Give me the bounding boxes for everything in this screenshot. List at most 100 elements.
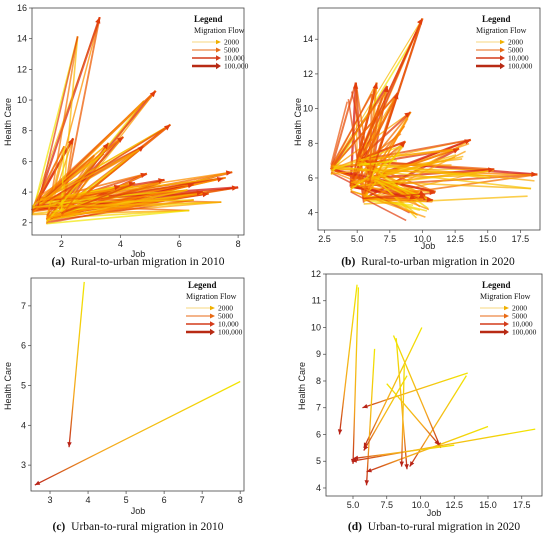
x-tick-label: 17.5 [513,500,531,510]
flow-line [31,154,95,215]
legend-arrow-head [216,55,221,61]
panel-b-ylabel: Health Care [293,98,303,146]
legend-arrow-head [500,55,505,61]
panel-a-yticks: 2 4 6 8 10 12 14 16 [17,3,32,228]
flow-arrowhead [164,124,171,131]
legend-arrow-head [216,47,221,53]
legend-subtitle: Migration Flow [194,26,245,35]
panel-c-plot [34,281,241,486]
legend-arrow-head [504,313,509,319]
x-tick-label: 15.0 [479,234,497,244]
flow-arrowhead [34,480,41,486]
y-tick-label: 4 [21,420,26,430]
flow-arrowhead [353,455,359,461]
y-tick-label: 11 [312,296,321,306]
flow-arrowhead [426,196,433,203]
flow-line [350,189,426,218]
x-tick-label: 6 [162,495,167,505]
flow-line [363,198,424,201]
flow-line [60,148,141,215]
x-tick-label: 2.5 [318,234,331,244]
legend-item-label: 10,000 [224,54,245,63]
panel-d-frame [325,273,543,497]
flow-arrowhead [158,178,165,184]
legend-arrow-head [210,328,215,336]
flow-line [350,191,407,222]
panel-c-xticks: 3 4 5 6 7 8 [48,491,243,505]
y-tick-label: 6 [22,156,27,166]
y-tick-label: 14 [17,34,27,44]
y-tick-label: 14 [303,34,313,44]
flow-line [61,182,161,214]
legend-arrow-head [210,321,215,327]
y-tick-label: 8 [308,138,313,148]
panel-c-frame [30,277,245,492]
flow-arrowhead [372,82,378,90]
legend-item-label: 5000 [512,312,527,321]
legend-item-label: 100,000 [512,328,537,337]
legend-arrow-head [500,62,505,70]
x-tick-label: 10.0 [414,234,432,244]
legend-subtitle: Migration Flow [480,292,531,301]
flow-arrowhead [409,194,416,200]
y-tick-label: 5 [21,380,26,390]
caption-d: (d) Urban-to-rural migration in 2020 [348,521,521,533]
flow-line [370,180,532,190]
flow-arrowhead [363,445,369,451]
flow-line [362,372,468,409]
y-tick-label: 7 [316,403,321,413]
legend-arrow-head [504,321,509,327]
flow-arrowhead [337,429,343,435]
y-tick-label: 6 [308,173,313,183]
flow-arrowhead [140,172,147,179]
x-tick-label: 2 [59,239,64,249]
flow-line [357,148,459,162]
caption-b-label: (b) [341,256,355,268]
legend-arrow-head [504,305,509,311]
flow-line [369,94,373,181]
flow-arrowhead [417,18,423,25]
flow-line [330,18,423,170]
panel-b-yticks: 4 6 8 10 12 14 [303,34,318,218]
flow-arrowhead [216,176,224,183]
flow-arrowhead [364,480,370,486]
flow-arrowhead [409,461,415,467]
flow-arrowhead [383,86,389,93]
panel-b-xlabel: Job [421,241,436,251]
caption-c-label: (c) [53,521,66,533]
y-tick-label: 10 [17,95,27,105]
flow-line [31,201,222,208]
panel-a-legend: Legend Migration Flow 2000500010,000100,… [192,14,249,71]
flow-line [37,36,79,207]
flow-arrowhead [404,112,411,118]
flow-arrowhead [434,439,440,446]
y-tick-label: 12 [303,69,313,79]
flow-line [31,209,190,216]
panel-d-yticks: 4 5 6 7 8 9 10 11 12 [311,269,326,493]
panel-d-xticks: 5.0 7.5 10.0 12.5 15.0 17.5 [347,496,531,510]
flow-arrowhead [231,185,239,191]
y-tick-label: 3 [21,460,26,470]
x-tick-label: 4 [118,239,123,249]
flow-line [352,287,360,464]
flow-line [392,335,442,449]
legend-item-label: 100,000 [224,62,249,71]
legend-subtitle: Migration Flow [476,26,527,35]
flow-arrowhead [488,167,495,173]
panel-d-xlabel: Job [427,508,442,518]
flow-arrowhead [128,181,136,187]
legend-item-label: 2000 [512,304,527,313]
legend-item-label: 10,000 [218,320,239,329]
y-tick-label: 4 [22,187,27,197]
flow-line [330,101,349,165]
flow-line [330,170,430,211]
caption-a-text: Rural-to-urban migration in 2010 [71,256,225,268]
panel-a-plot [31,16,239,225]
flow-line [60,146,65,212]
x-tick-label: 7.5 [384,234,397,244]
flow-arrowhead [429,189,436,196]
flow-arrowhead [366,468,372,473]
flow-line [351,428,536,462]
flow-line [36,16,101,202]
